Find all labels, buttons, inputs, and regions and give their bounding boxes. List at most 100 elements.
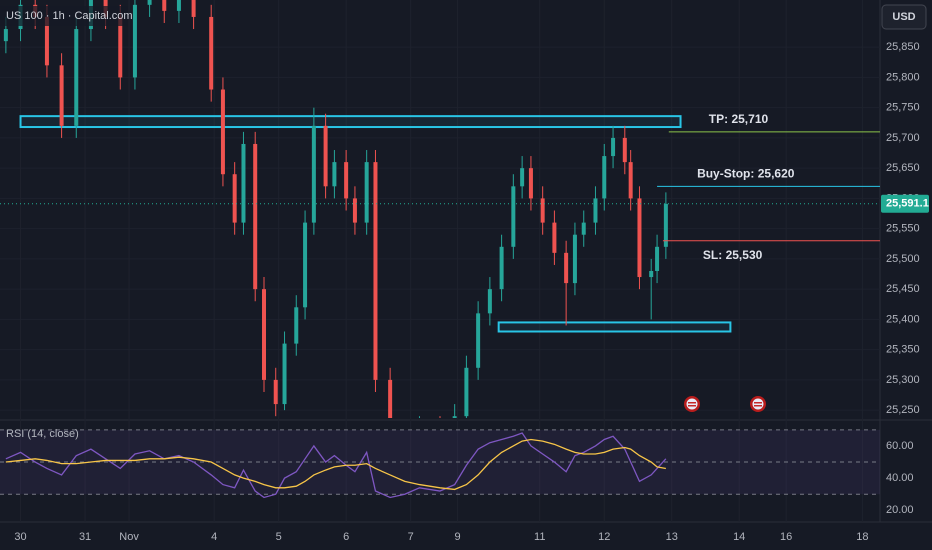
candle-body: [352, 198, 357, 223]
candle-body: [332, 162, 337, 187]
indicator-title: RSI (14, close): [6, 428, 79, 440]
y-tick-label: 25,500: [886, 253, 920, 265]
y-tick-label: 25,700: [886, 132, 920, 144]
candle-body: [663, 203, 668, 247]
candle-body: [323, 125, 328, 187]
candle-body: [132, 4, 137, 78]
candle-body: [44, 16, 49, 66]
x-tick-label: 9: [455, 531, 461, 543]
candle-body: [487, 289, 492, 314]
x-tick-label: 12: [598, 531, 610, 543]
candle-body: [637, 198, 642, 278]
candle-body: [220, 89, 225, 175]
y-tick-label: 25,300: [886, 374, 920, 386]
chart-title: US 100 · 1h · Capital.com: [6, 10, 133, 22]
candle-body: [602, 156, 607, 199]
grid: [0, 0, 880, 522]
price-zone: [497, 321, 732, 333]
candle-body: [294, 307, 299, 344]
overlay: TP: 25,710 Buy-Stop: 25,620 SL: 25,530: [657, 112, 880, 262]
candle-body: [476, 313, 481, 368]
candle-body: [311, 125, 316, 223]
y-tick-label: 25,250: [886, 404, 920, 416]
y-tick-label: 60.00: [886, 440, 914, 452]
level-label: SL: 25,530: [703, 248, 763, 262]
candle-body: [303, 222, 308, 308]
candle-body: [499, 246, 504, 290]
candle-body: [520, 168, 525, 187]
rsi-pane: [0, 429, 880, 499]
last-price-label: 25,591.1: [886, 198, 929, 210]
y-tick-label: 25,850: [886, 41, 920, 53]
candle-body: [649, 271, 654, 278]
x-tick-label: 5: [276, 531, 282, 543]
event-icon[interactable]: [684, 396, 700, 412]
candle-body: [464, 367, 469, 417]
candle-body: [528, 168, 533, 199]
candle-body: [74, 29, 79, 126]
x-tick-label: 6: [343, 531, 349, 543]
candle-body: [191, 0, 196, 17]
x-tick-label: 30: [14, 531, 26, 543]
candle-body: [572, 234, 577, 284]
candle-body: [253, 143, 258, 290]
candle-body: [622, 137, 627, 163]
candle-body: [655, 246, 660, 272]
candle-body: [373, 162, 378, 380]
candle-body: [273, 379, 278, 405]
candle-body: [147, 0, 152, 5]
y-tick-label: 25,550: [886, 223, 920, 235]
x-tick-label: 11: [534, 531, 545, 543]
candle-body: [581, 222, 586, 235]
candle-body: [176, 0, 181, 11]
candle-body: [209, 16, 214, 90]
candle-body: [162, 0, 167, 11]
x-tick-label: 31: [79, 531, 91, 543]
event-icon[interactable]: [750, 396, 766, 412]
y-tick-label: 25,750: [886, 102, 920, 114]
candle-body: [241, 143, 246, 223]
x-tick-label: 16: [780, 531, 792, 543]
candle-body: [593, 198, 598, 223]
x-tick-label: 7: [408, 531, 414, 543]
candle-body: [611, 137, 616, 157]
candle-body: [452, 416, 457, 418]
candle-body: [511, 186, 516, 247]
rsi-line: [5, 438, 666, 491]
price-zone: [19, 115, 682, 129]
x-tick-label: 18: [856, 531, 868, 543]
level-label: TP: 25,710: [709, 112, 769, 126]
currency-button[interactable]: [881, 4, 927, 30]
x-tick-label: 13: [666, 531, 678, 543]
y-tick-label: 25,650: [886, 162, 920, 174]
candle-body: [282, 343, 287, 405]
y-tick-label: 25,400: [886, 313, 920, 325]
candle-body: [3, 29, 8, 42]
candle-body: [118, 16, 123, 78]
candle-body: [388, 379, 393, 418]
x-tick-label: Nov: [119, 531, 139, 543]
level-label: Buy-Stop: 25,620: [697, 166, 795, 180]
candle-body: [59, 65, 64, 126]
candle-body: [540, 198, 545, 223]
y-tick-label: 40.00: [886, 472, 914, 484]
last-price-tag: [881, 194, 929, 213]
price-pane: [0, 0, 880, 418]
candle-body: [552, 222, 557, 253]
x-tick-label: 4: [211, 531, 217, 543]
x-tick-label: 14: [733, 531, 745, 543]
title-backdrop: [0, 6, 128, 26]
candle-body: [262, 289, 266, 380]
candle-body: [364, 162, 369, 223]
candle-body: [628, 162, 633, 199]
y-tick-label: 25,800: [886, 71, 920, 83]
y-tick-label: 25,450: [886, 283, 920, 295]
candle-body: [232, 174, 237, 223]
candle-body: [564, 252, 569, 284]
candle-body: [344, 162, 349, 199]
y-tick-label: 20.00: [886, 504, 914, 516]
currency-label[interactable]: USD: [892, 11, 915, 23]
y-tick-label: 25,350: [886, 344, 920, 356]
